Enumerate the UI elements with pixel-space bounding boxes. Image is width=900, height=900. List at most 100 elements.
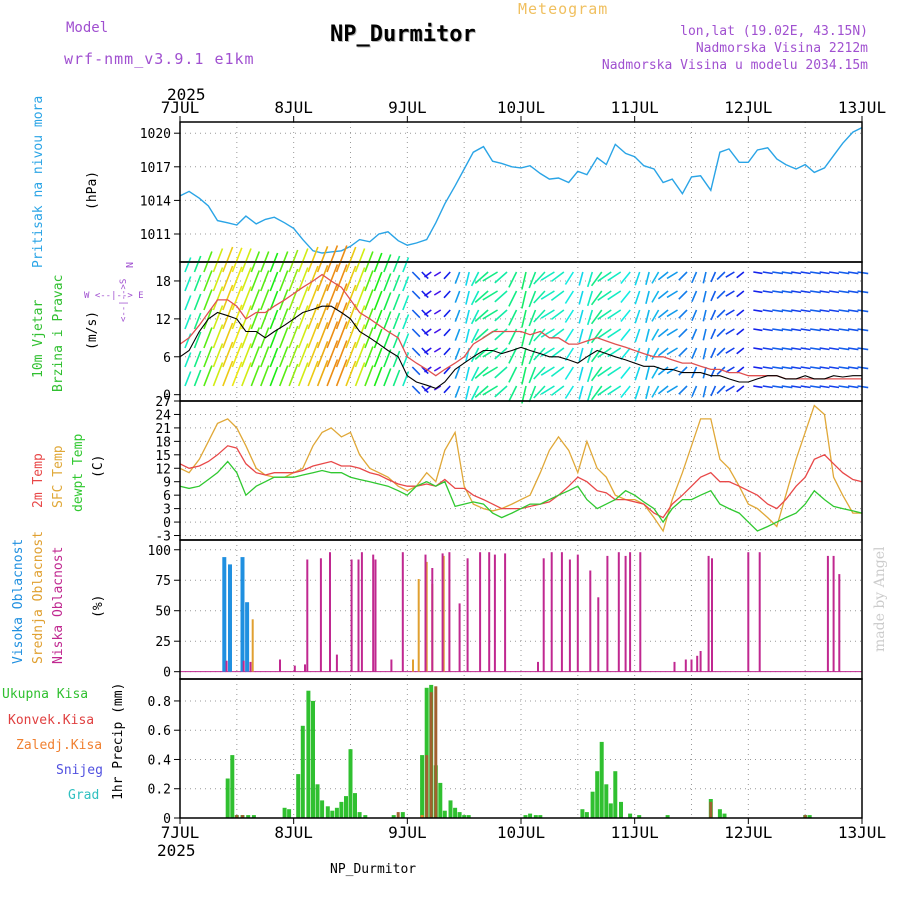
wind-arrow xyxy=(222,303,234,330)
cloud-bar xyxy=(504,553,507,672)
precip-bar xyxy=(438,782,443,818)
wind-arrow xyxy=(651,309,660,322)
wind-arrow xyxy=(578,347,584,362)
cloud-bar xyxy=(425,561,428,672)
wind-arrow xyxy=(269,290,279,311)
wind-arrow xyxy=(364,365,374,387)
wind-arrow xyxy=(470,328,480,344)
wind-arrow xyxy=(241,267,252,292)
wind-arrow xyxy=(691,290,698,303)
wind-arrow xyxy=(645,366,650,380)
wind-arrow xyxy=(241,343,252,368)
wind-arrow xyxy=(297,286,309,311)
wind-arrow xyxy=(657,347,669,357)
wind-arrow xyxy=(772,366,784,370)
wind-arrow xyxy=(494,385,508,398)
wind-arrow xyxy=(578,271,584,286)
wind-arrow xyxy=(454,328,461,341)
cloud-bar xyxy=(249,661,252,672)
wind-arrow xyxy=(578,290,584,305)
wind-legend-dir: W <--|--> E xyxy=(84,291,144,301)
wind-arrow xyxy=(651,366,660,379)
bottom-date-label: 11JUL xyxy=(611,823,659,842)
wind-arrow xyxy=(421,290,429,299)
wind-arrow xyxy=(521,309,527,328)
cloud-bar xyxy=(242,660,245,672)
wind-arrow xyxy=(184,276,192,292)
wind-arrow xyxy=(260,365,270,387)
wind-arrow xyxy=(800,290,811,294)
wind-arrow xyxy=(828,290,840,294)
precip-bar xyxy=(528,813,533,818)
wind-arrow xyxy=(392,331,401,349)
t2m-label: 2m Temp xyxy=(31,453,46,508)
wind-arrow xyxy=(454,290,461,303)
wind-arrow xyxy=(666,290,678,299)
wind-arrow xyxy=(781,366,793,370)
wind-arrow xyxy=(607,290,622,301)
precip-bar xyxy=(391,815,396,818)
wind-arrow xyxy=(857,366,869,370)
wind-arrow xyxy=(470,271,480,287)
wind-arrow xyxy=(411,271,421,281)
wind-arrow xyxy=(433,366,442,372)
wind-arrow xyxy=(433,271,442,277)
precip-bar xyxy=(466,815,471,818)
cloud-bar xyxy=(707,555,710,672)
wind-arrow xyxy=(470,290,480,306)
wind-arrow xyxy=(657,271,669,281)
wind-arrow xyxy=(474,290,489,303)
bottom-date-label: 12JUL xyxy=(724,823,772,842)
wind-arrow xyxy=(212,267,224,292)
lonlat-label: lon,lat (19.02E, 43.15N) xyxy=(680,24,868,39)
wind-arrow xyxy=(465,366,470,381)
cloud-bar xyxy=(329,552,331,672)
wind-arrow xyxy=(533,271,546,285)
wind-arrow xyxy=(819,328,830,332)
wind-arrow xyxy=(521,347,527,366)
wind-arrow xyxy=(260,346,270,368)
wind-arrow xyxy=(278,365,289,387)
wind-arrow xyxy=(402,276,410,292)
wind-arrow xyxy=(424,271,432,278)
wind-arrow xyxy=(657,328,669,338)
y-tick-label: 0.2 xyxy=(148,783,171,798)
wind-arrow xyxy=(373,347,383,368)
wind-arrow xyxy=(326,359,339,387)
wind-arrow xyxy=(373,328,383,349)
sfc-label: SFC Temp xyxy=(51,445,66,508)
wind-label: 10m Vjetar xyxy=(31,300,46,378)
wind-arrow xyxy=(278,270,289,292)
wind-arrow xyxy=(193,312,202,330)
precip-bar xyxy=(241,815,244,818)
wind-arrow xyxy=(607,328,622,339)
wind-arrow xyxy=(297,305,309,330)
wind-arrow xyxy=(753,309,763,313)
wind-arrow xyxy=(586,271,594,288)
wind-arrow xyxy=(657,366,669,376)
cloud-bar xyxy=(319,558,322,672)
wind-arrow xyxy=(590,385,603,401)
wind-arrow xyxy=(465,290,470,305)
wind-arrow xyxy=(482,385,498,396)
cloud-bar xyxy=(711,558,713,672)
wind-arrow xyxy=(666,309,678,318)
wind-arrow xyxy=(260,289,270,311)
wind-arrow xyxy=(736,385,745,393)
wind-arrow xyxy=(392,369,401,387)
wind-arrow xyxy=(443,347,451,356)
wind-arrow xyxy=(454,366,461,379)
wind-arrow xyxy=(402,333,410,349)
precip-bar xyxy=(538,815,543,818)
wind-arrow xyxy=(528,290,537,308)
wind-arrow xyxy=(597,309,612,320)
wind-arrow xyxy=(634,366,641,381)
wind-arrow xyxy=(564,347,575,361)
wind-arrow xyxy=(402,295,410,311)
wind-arrow xyxy=(540,328,555,338)
wind-arrow xyxy=(725,385,735,392)
wind-arrow xyxy=(847,328,859,332)
wind-arrow xyxy=(607,309,622,320)
precip-bar xyxy=(533,815,538,818)
wind-arrow xyxy=(857,385,869,389)
